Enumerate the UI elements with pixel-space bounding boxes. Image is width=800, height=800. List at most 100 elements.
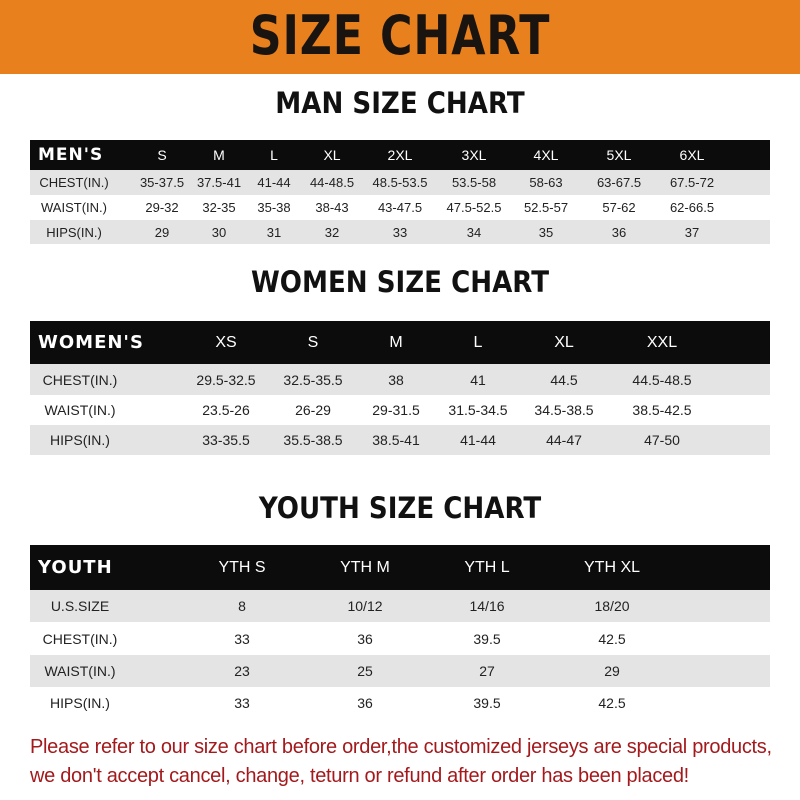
table-cell: 25	[357, 663, 373, 679]
table-cell: 33	[392, 224, 408, 240]
table-cell: 23	[234, 663, 250, 679]
table-row: WAIST(IN.) 23 25 27 29	[30, 655, 770, 687]
table-cell: 42.5	[598, 694, 626, 711]
table-cell: 38.5-42.5	[632, 402, 692, 418]
table-cell: 27	[479, 663, 495, 679]
table-cell: 52.5-57	[523, 200, 569, 215]
table-cell: 38-43	[315, 200, 349, 215]
table-cell: 37	[684, 224, 700, 240]
size-header: M	[213, 147, 225, 163]
row-label: WAIST(IN.)	[41, 200, 107, 215]
table-corner-label: WOMEN'S	[38, 332, 144, 353]
row-label: HIPS(IN.)	[50, 694, 110, 711]
title-banner	[0, 0, 800, 74]
table-cell: 31.5-34.5	[448, 402, 508, 418]
row-label: HIPS(IN.)	[50, 432, 110, 448]
table-cell: 41-44	[257, 175, 291, 190]
size-header: YTH L	[464, 558, 510, 576]
table-cell: 39.5	[473, 630, 501, 647]
table-corner-label: MEN'S	[38, 145, 104, 165]
table-cell: 8	[238, 598, 246, 614]
size-header: YTH XL	[583, 558, 641, 576]
size-header: L	[473, 333, 483, 351]
table-cell: 53.5-58	[451, 175, 497, 190]
table-cell: 29-32	[145, 200, 179, 215]
size-header: 4XL	[533, 147, 559, 163]
table-corner-label: YOUTH	[38, 557, 113, 578]
table-cell: 35	[538, 224, 554, 240]
table-cell: 63-67.5	[596, 175, 642, 190]
women-section-title: WOMEN SIZE CHART	[251, 265, 549, 299]
men-size-table: MEN'S S M L XL 2XL 3XL 4XL 5XL 6XL CHEST(IN.) 35-37…	[30, 140, 770, 244]
youth-section-title: YOUTH SIZE CHART	[258, 491, 542, 525]
size-header: 2XL	[387, 147, 413, 163]
order-notice: Please refer to our size chart before or…	[30, 733, 790, 791]
table-row: HIPS(IN.) 29 30 31 32 33 34 35 36 37	[30, 220, 770, 244]
table-cell: 44.5	[550, 371, 578, 388]
row-label: WAIST(IN.)	[44, 402, 116, 418]
table-cell: 43-47.5	[377, 200, 423, 215]
table-cell: 18/20	[594, 598, 630, 614]
table-cell: 10/12	[347, 598, 383, 614]
table-cell: 62-66.5	[669, 200, 715, 215]
table-cell: 35.5-38.5	[283, 432, 343, 448]
youth-size-table: YOUTH YTH S YTH M YTH L YTH XL U.S.SIZE 8 10/12…	[30, 545, 770, 718]
table-cell: 35-37.5	[139, 175, 185, 190]
table-cell: 30	[211, 224, 227, 240]
table-cell: 32-35	[202, 200, 236, 215]
table-cell: 42.5	[598, 630, 626, 647]
table-cell: 35-38	[257, 200, 291, 215]
order-notice-line-1: Please refer to our size chart before or…	[30, 736, 772, 758]
table-cell: 41-44	[460, 432, 496, 448]
table-cell: 38	[388, 371, 404, 388]
size-header: XL	[554, 333, 574, 351]
table-cell: 37.5-41	[196, 175, 242, 190]
size-header: 3XL	[461, 147, 487, 163]
table-cell: 23.5-26	[202, 402, 250, 418]
table-row: CHEST(IN.) 33 36 39.5 42.5	[30, 622, 770, 655]
row-label: WAIST(IN.)	[44, 663, 116, 679]
table-row: CHEST(IN.) 29.5-32.5 32.5-35.5 38 41 44.5 44.5…	[30, 364, 770, 395]
table-cell: 29.5-32.5	[196, 371, 256, 388]
table-cell: 36	[611, 224, 627, 240]
row-label: CHEST(IN.)	[42, 630, 118, 647]
size-header: 6XL	[679, 147, 705, 163]
table-cell: 47-50	[644, 432, 680, 448]
table-cell: 29	[604, 663, 620, 679]
size-header: YTH M	[340, 558, 390, 576]
table-row: U.S.SIZE 8 10/12 14/16 18/20	[30, 590, 770, 622]
table-cell: 29-31.5	[372, 402, 420, 418]
table-cell: 33	[234, 630, 250, 647]
table-cell: 31	[266, 224, 282, 240]
table-cell: 41	[470, 371, 486, 388]
table-cell: 38.5-41	[372, 432, 420, 448]
size-header: 5XL	[606, 147, 632, 163]
table-cell: 34.5-38.5	[534, 402, 594, 418]
table-row: CHEST(IN.) 35-37.5 37.5-41 41-44 44-48.5 48.5…	[30, 170, 770, 195]
table-cell: 34	[466, 224, 482, 240]
table-row: HIPS(IN.) 33 36 39.5 42.5	[30, 687, 770, 718]
size-header: XL	[323, 147, 341, 163]
table-cell: 57-62	[602, 200, 636, 215]
table-cell: 48.5-53.5	[372, 175, 428, 190]
row-label: U.S.SIZE	[50, 598, 110, 614]
size-header: S	[157, 147, 167, 163]
table-cell: 14/16	[469, 598, 505, 614]
table-cell: 36	[357, 630, 373, 647]
table-cell: 67.5-72	[669, 175, 715, 190]
row-label: CHEST(IN.)	[39, 175, 109, 190]
table-cell: 58-63	[529, 175, 563, 190]
size-header: XXL	[646, 333, 678, 351]
table-cell: 36	[357, 694, 373, 711]
table-cell: 47.5-52.5	[446, 200, 502, 215]
table-cell: 39.5	[473, 694, 501, 711]
women-size-table: WOMEN'S XS S M L XL XXL CHEST(IN.) 29.5-32.5 32.5…	[30, 321, 770, 455]
table-header-row: MEN'S S M L XL 2XL 3XL 4XL 5XL 6XL	[30, 140, 770, 170]
table-cell: 26-29	[295, 402, 331, 418]
table-cell: 32	[324, 224, 340, 240]
size-header: M	[389, 333, 403, 351]
table-header-row: YOUTH YTH S YTH M YTH L YTH XL	[30, 545, 770, 590]
row-label: CHEST(IN.)	[42, 371, 118, 388]
size-header: L	[270, 147, 278, 163]
table-cell: 33	[234, 694, 250, 711]
